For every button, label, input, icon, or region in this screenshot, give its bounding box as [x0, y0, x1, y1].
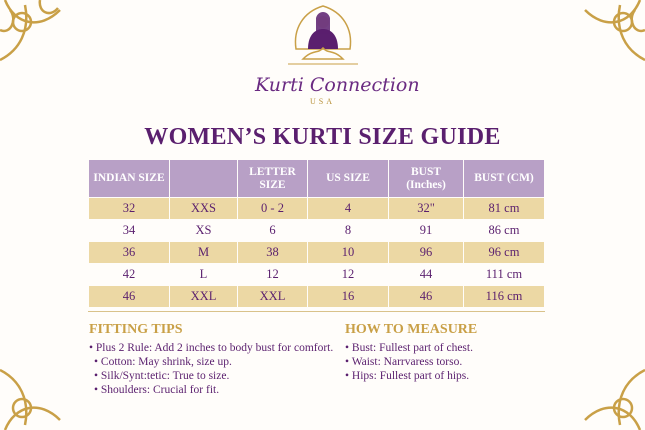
table-cell: 16	[308, 286, 388, 307]
column-header: INDIAN SIZE	[89, 160, 169, 197]
column-header: US SIZE	[308, 160, 388, 197]
table-cell: 32"	[389, 198, 463, 219]
table-cell: 42	[89, 264, 169, 285]
ornament-corner-top-left	[0, 0, 61, 62]
table-row: 42 L 12 12 44 111 cm	[89, 264, 544, 285]
table-cell: 12	[308, 264, 388, 285]
column-header	[170, 160, 237, 197]
column-header: BUST (Inches)	[389, 160, 463, 197]
table-cell: 34	[89, 220, 169, 241]
table-cell: XXL	[170, 286, 237, 307]
list-item: Waist: Narrvaress torso.	[345, 355, 477, 369]
table-row: 34 XS 6 8 91 86 cm	[89, 220, 544, 241]
list-item: Cotton: May shrink, size up.	[89, 355, 333, 369]
list-item: Plus 2 Rule: Add 2 inches to body bust f…	[89, 341, 333, 355]
column-header: BUST (CM)	[464, 160, 544, 197]
table-cell: 111 cm	[464, 264, 544, 285]
size-table: INDIAN SIZE LETTER SIZE US SIZE BUST (Inche…	[88, 159, 545, 308]
table-cell: 44	[389, 264, 463, 285]
table-cell: 12	[238, 264, 307, 285]
list-item: Silk/Synt:tetic: True to size.	[89, 369, 333, 383]
logo-emblem-icon	[287, 5, 358, 65]
table-cell: 10	[308, 242, 388, 263]
brand-logo: Kurti Connection USA	[255, 4, 420, 108]
table-cell: 8	[308, 220, 388, 241]
table-row: 32 XXS 0 - 2 4 32" 81 cm	[89, 198, 544, 219]
brand-country: USA	[309, 97, 335, 106]
table-cell: 4	[308, 198, 388, 219]
table-row: 36 M 38 10 96 96 cm	[89, 242, 544, 263]
table-cell: 32	[89, 198, 169, 219]
table-cell: 96 cm	[464, 242, 544, 263]
fitting-tips-heading: FITTING TIPS	[89, 322, 183, 337]
list-item: Hips: Fullest part of hips.	[345, 369, 477, 383]
table-row: 46 XXL XXL 16 46 116 cm	[89, 286, 544, 307]
table-cell: L	[170, 264, 237, 285]
page-title: WOMEN’S KURTI SIZE GUIDE	[144, 124, 501, 150]
table-cell: 46	[389, 286, 463, 307]
table-cell: 81 cm	[464, 198, 544, 219]
table-cell: XXL	[238, 286, 307, 307]
how-to-measure-section: HOW TO MEASURE Bust: Fullest part of che…	[345, 322, 477, 383]
table-cell: 36	[89, 242, 169, 263]
brand-name: Kurti Connection	[255, 74, 420, 96]
table-cell: 38	[238, 242, 307, 263]
table-cell: 116 cm	[464, 286, 544, 307]
table-cell: 96	[389, 242, 463, 263]
ornament-corner-bottom-left	[0, 368, 61, 430]
divider	[88, 311, 545, 312]
table-cell: 6	[238, 220, 307, 241]
how-to-measure-heading: HOW TO MEASURE	[345, 322, 478, 337]
table-cell: 0 - 2	[238, 198, 307, 219]
table-cell: XS	[170, 220, 237, 241]
list-item: Shoulders: Crucial for fit.	[89, 383, 333, 397]
ornament-corner-bottom-right	[584, 368, 645, 430]
table-cell: 86 cm	[464, 220, 544, 241]
table-cell: 91	[389, 220, 463, 241]
fitting-tips-section: FITTING TIPS Plus 2 Rule: Add 2 inches t…	[89, 322, 333, 397]
list-item: Bust: Fullest part of chest.	[345, 341, 477, 355]
column-header: LETTER SIZE	[238, 160, 307, 197]
table-cell: 46	[89, 286, 169, 307]
table-cell: M	[170, 242, 237, 263]
ornament-corner-top-right	[584, 0, 645, 62]
table-cell: XXS	[170, 198, 237, 219]
table-header-row: INDIAN SIZE LETTER SIZE US SIZE BUST (Inche…	[89, 160, 544, 197]
